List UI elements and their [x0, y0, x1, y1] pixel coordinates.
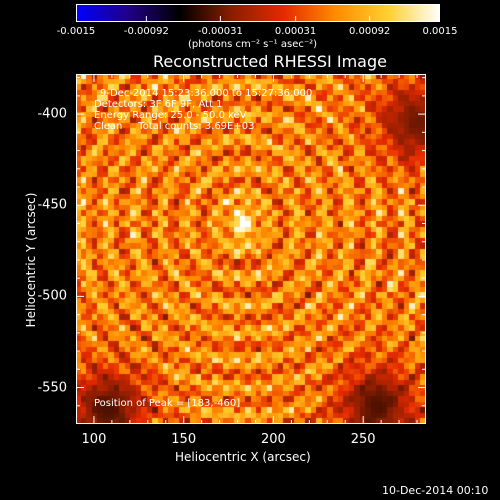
info-clean-counts: Clean Total counts: 3.69E+03: [94, 121, 255, 132]
plot-border: [76, 74, 426, 424]
colorbar-tick-label: -0.0015: [56, 26, 96, 37]
x-tick-label: 150: [171, 432, 197, 447]
peak-position-label: Position of Peak = [183,-460]: [94, 398, 241, 409]
info-detectors: Detectors: 3F 6F 9F, Att 1: [94, 99, 223, 110]
colorbar-gradient: [76, 4, 440, 22]
y-tick-label: -550: [37, 380, 67, 396]
colorbar-tick-label: 0.00031: [274, 26, 317, 37]
info-energy-range: Energy Range: 25.0 - 50.0 keV: [94, 110, 247, 121]
colorbar: [76, 4, 440, 22]
footer-timestamp: 10-Dec-2014 00:10: [382, 484, 489, 497]
chart-title: Reconstructed RHESSI Image: [153, 52, 387, 71]
plot-frame: [76, 74, 426, 424]
info-time-range: 9-Dec-2014 15:23:36.000 to 15:27:36.000: [100, 88, 313, 99]
y-tick-label: -500: [37, 288, 67, 304]
y-axis-label: Heliocentric Y (arcsec): [24, 192, 38, 328]
x-axis-label: Heliocentric X (arcsec): [175, 450, 311, 464]
colorbar-frame: [76, 4, 440, 22]
colorbar-tick-label: -0.00031: [197, 26, 243, 37]
colorbar-tick-label: 0.00092: [348, 26, 391, 37]
colorbar-tick-label: 0.0015: [422, 26, 458, 37]
heatmap-image: [76, 74, 426, 424]
colorbar-tick-label: -0.00092: [123, 26, 169, 37]
x-tick-label: 200: [261, 432, 286, 447]
y-tick-label: -450: [37, 197, 67, 213]
x-tick-label: 250: [350, 432, 376, 447]
y-tick-label: -400: [37, 106, 67, 122]
x-tick-label: 100: [81, 432, 107, 447]
colorbar-unit-label: (photons cm⁻² s⁻¹ asec⁻²): [188, 39, 318, 50]
